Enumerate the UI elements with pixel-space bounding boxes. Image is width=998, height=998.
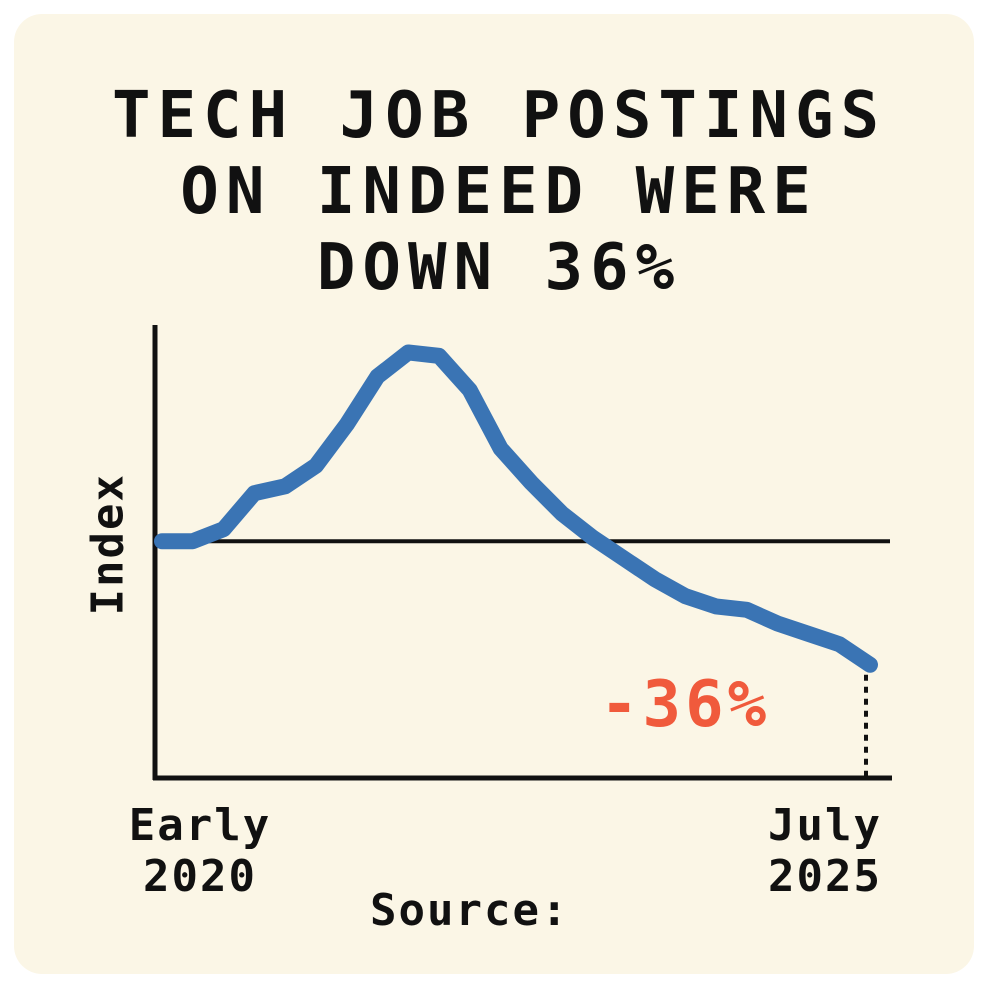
y-axis-label: Index — [82, 473, 134, 616]
data-line — [154, 344, 878, 673]
card — [14, 14, 974, 974]
chart-title: TECH JOB POSTINGS ON INDEED WERE DOWN 36… — [111, 79, 887, 305]
x-tick-label: Early 2020 — [128, 800, 272, 902]
source: Source: — [370, 885, 570, 936]
annotation: -36% — [600, 668, 771, 742]
x-tick-label: July 2025 — [768, 800, 882, 902]
